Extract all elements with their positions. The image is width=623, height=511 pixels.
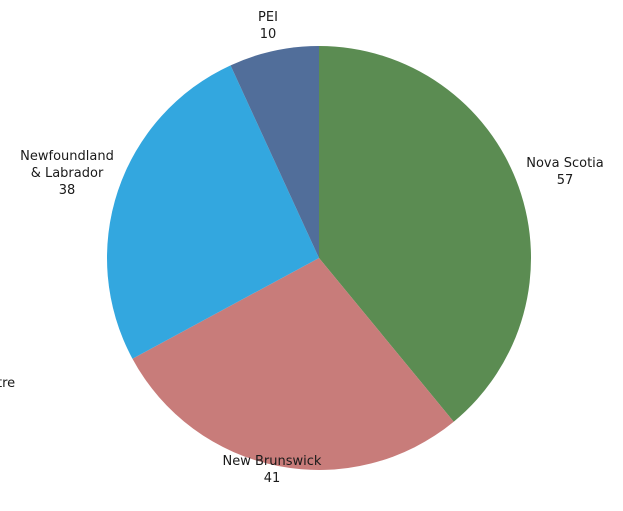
slice-value: 57: [557, 173, 574, 188]
slice-value: 41: [264, 471, 281, 486]
pie-slice-pei: [230, 46, 319, 258]
slice-label: New Brunswick 41: [223, 454, 322, 486]
slice-name: New Brunswick: [223, 454, 322, 469]
slice-labels: Nova Scotia 57 New Brunswick 41 Newfoundland…: [20, 10, 604, 486]
pie-slice-newfoundland-labrador: [107, 65, 319, 359]
slice-label: Nova Scotia 57: [526, 156, 604, 188]
slice-name: Newfoundland: [20, 149, 114, 164]
slice-value: 38: [59, 183, 76, 198]
slice-value: 10: [260, 27, 277, 42]
slice-label: PEI 10: [258, 10, 278, 42]
pie-slices: [107, 46, 532, 470]
slice-name: & Labrador: [31, 166, 104, 181]
slice-name: PEI: [258, 10, 278, 25]
cut-off-label-fragment: tre: [0, 376, 15, 391]
slice-label: Newfoundland & Labrador 38: [20, 149, 114, 198]
pie-slice-nova-scotia: [319, 46, 532, 422]
pie-slice-new-brunswick: [132, 258, 454, 470]
slice-name: Nova Scotia: [526, 156, 604, 171]
